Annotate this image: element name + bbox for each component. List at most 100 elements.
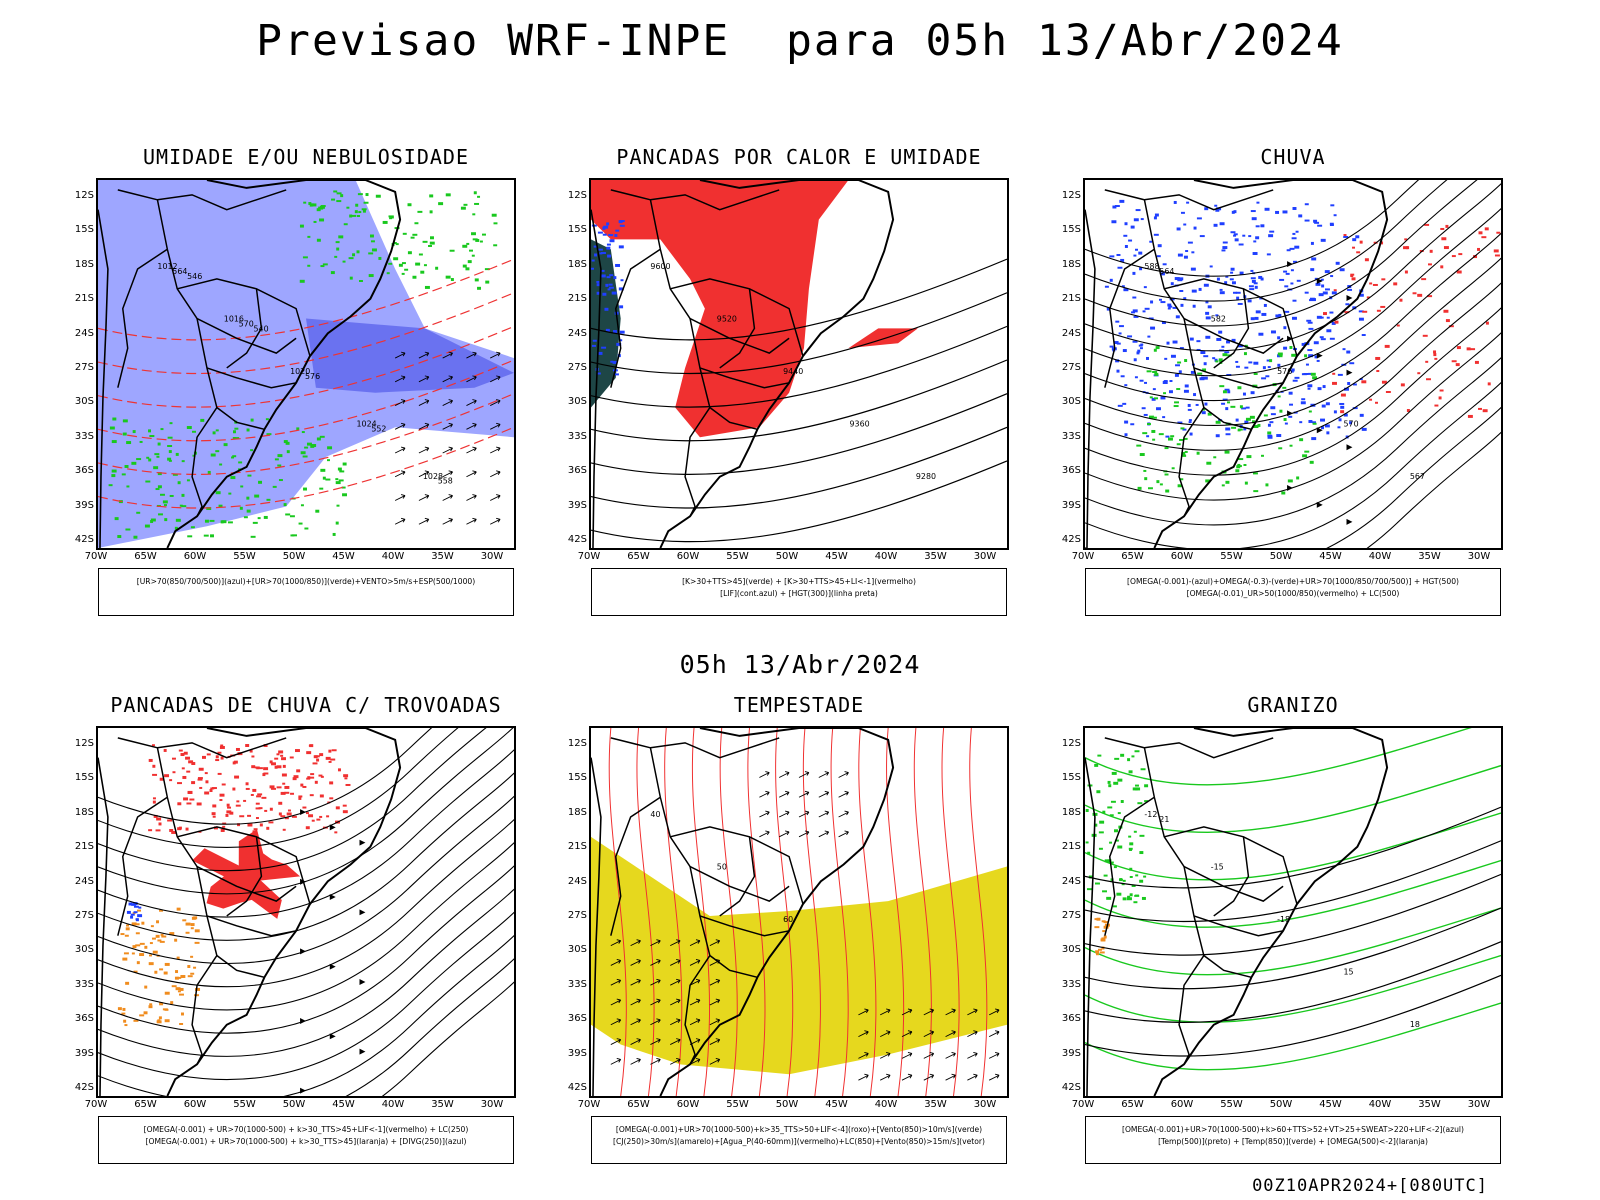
field-speckle xyxy=(285,513,291,516)
field-speckle xyxy=(152,800,156,804)
field-speckle xyxy=(306,751,312,755)
field-speckle xyxy=(1344,311,1350,314)
field-speckle xyxy=(1144,381,1148,384)
wind-vector xyxy=(466,446,477,454)
wind-vector xyxy=(858,1073,869,1081)
field-speckle xyxy=(1330,275,1334,278)
wind-vector xyxy=(818,830,830,838)
field-speckle xyxy=(382,220,388,224)
field-speckle xyxy=(1267,423,1271,427)
field-speckle xyxy=(331,749,337,752)
coastline xyxy=(1153,728,1389,1096)
field-speckle xyxy=(393,257,399,261)
wind-vector xyxy=(709,1057,721,1065)
field-speckle xyxy=(402,232,407,235)
flow-arrow xyxy=(359,909,366,916)
field-speckle xyxy=(1263,303,1267,307)
field-speckle xyxy=(1320,418,1325,422)
field-speckle xyxy=(407,203,412,207)
field-speckle xyxy=(263,515,268,519)
field-speckle xyxy=(608,286,614,289)
field-speckle xyxy=(474,278,479,282)
country-border xyxy=(1143,199,1284,354)
field-speckle xyxy=(1467,414,1473,418)
field-speckle xyxy=(1271,330,1276,334)
field-speckle xyxy=(160,493,165,496)
field-speckle xyxy=(137,914,143,918)
field-speckle xyxy=(1441,237,1447,241)
field-speckle xyxy=(239,506,243,510)
field-speckle xyxy=(1278,447,1283,450)
lat-label: 42S xyxy=(567,534,587,545)
field-speckle xyxy=(1251,217,1257,221)
field-speckle xyxy=(1308,410,1312,413)
field-speckle xyxy=(342,804,347,807)
field-speckle xyxy=(1296,476,1300,480)
wind-vector xyxy=(442,351,453,359)
field-speckle xyxy=(1235,291,1241,294)
contour-label: 570 xyxy=(1344,419,1359,428)
field-speckle xyxy=(1113,781,1119,785)
field-speckle xyxy=(1128,847,1133,850)
field-speckle xyxy=(363,201,369,204)
field-speckle xyxy=(266,433,272,436)
field-speckle xyxy=(271,787,276,790)
wind-vector xyxy=(394,375,406,383)
field-speckle xyxy=(144,524,150,528)
field-speckle xyxy=(1139,379,1144,382)
field-speckle xyxy=(1279,355,1283,358)
field-speckle xyxy=(190,923,195,927)
country-border xyxy=(177,826,311,905)
streamline xyxy=(98,934,514,1096)
country-border xyxy=(1164,826,1298,905)
field-speckle xyxy=(1288,415,1293,418)
field-speckle xyxy=(603,225,609,229)
field-speckle xyxy=(1098,847,1103,850)
field-speckle xyxy=(1161,321,1166,325)
wind-vector xyxy=(945,1008,956,1016)
field-speckle xyxy=(1115,359,1120,363)
field-speckle xyxy=(1133,315,1139,318)
field-speckle xyxy=(117,535,122,539)
field-speckle xyxy=(475,238,480,242)
field-speckle xyxy=(271,762,276,766)
wind-vector xyxy=(709,978,721,986)
contour-label: 9280 xyxy=(916,472,936,481)
field-speckle xyxy=(1312,421,1316,424)
field-speckle xyxy=(159,940,165,943)
contour-label: 576 xyxy=(305,372,320,381)
field-speckle xyxy=(1116,342,1121,345)
field-speckle xyxy=(1239,271,1244,275)
field-speckle xyxy=(1116,892,1122,896)
contour-label: -18 xyxy=(1277,915,1290,924)
field-speckle xyxy=(619,339,623,342)
contour-label: 40 xyxy=(650,810,660,819)
field-speckle xyxy=(1094,918,1098,921)
field-speckle xyxy=(133,1019,139,1022)
field-speckle xyxy=(335,241,340,244)
field-speckle xyxy=(157,939,162,942)
field-speckle xyxy=(1109,345,1114,348)
field-speckle xyxy=(369,234,374,238)
legend-box: [OMEGA(-0.001) + UR>70(1000-500) + k>30_… xyxy=(98,1116,514,1164)
country-border xyxy=(610,248,661,388)
lat-label: 39S xyxy=(1061,1047,1081,1059)
contour-label: 1012 xyxy=(157,262,177,271)
field-speckle xyxy=(1317,387,1322,391)
field-speckle xyxy=(164,1019,170,1023)
field-speckle xyxy=(178,749,183,752)
precipitable-water-contour xyxy=(913,728,932,1096)
field-speckle xyxy=(1329,224,1334,226)
field-speckle xyxy=(149,942,153,945)
field-speckle xyxy=(1108,784,1112,788)
field-speckle xyxy=(1301,342,1305,346)
field-speckle xyxy=(393,242,397,245)
field-speckle xyxy=(220,520,224,524)
field-speckle xyxy=(220,744,224,748)
field-speckle xyxy=(252,830,257,834)
field-speckle xyxy=(362,209,366,213)
field-speckle xyxy=(210,534,214,538)
field-speckle xyxy=(298,795,303,798)
field-speckle xyxy=(602,226,606,230)
